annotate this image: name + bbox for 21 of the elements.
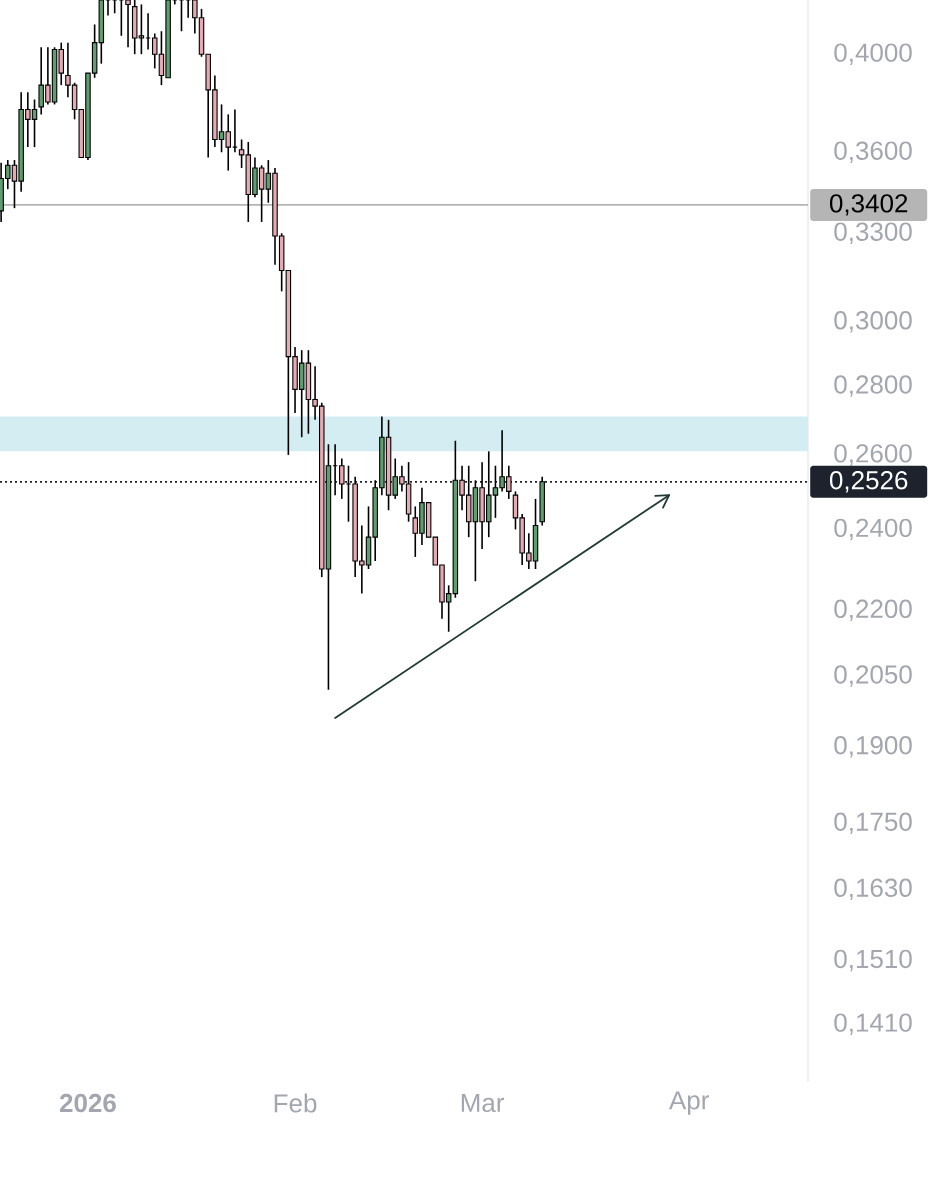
y-tick-label: 0,1630 bbox=[834, 878, 912, 901]
x-tick-label: 2026 bbox=[59, 1093, 116, 1113]
y-tick-label: 0,4000 bbox=[834, 43, 912, 65]
x-tick-label: Feb bbox=[274, 1093, 317, 1113]
candlestick bbox=[178, 0, 185, 33]
y-tick-label: 0,3000 bbox=[834, 311, 912, 333]
y-tick-label: 0,1410 bbox=[834, 1013, 912, 1035]
y-tick-label: 0,2050 bbox=[834, 665, 912, 687]
x-tick-label: Mar bbox=[461, 1093, 505, 1113]
y-tick-label: 0,3300 bbox=[834, 222, 912, 244]
y-tick-label: 0,1750 bbox=[834, 812, 912, 835]
x-tick-label: Apr bbox=[668, 1091, 709, 1115]
y-tick-label: 0,1900 bbox=[834, 736, 912, 758]
y-tick-label: 0,2800 bbox=[834, 375, 912, 397]
ref-line-label: 0,3402 bbox=[829, 194, 908, 216]
y-tick-label: 0,1510 bbox=[834, 949, 912, 972]
ref-line-label: 0,2526 bbox=[829, 471, 908, 493]
y-tick-label: 0,2200 bbox=[834, 599, 912, 622]
y-tick-label: 0,2400 bbox=[834, 518, 912, 541]
y-tick-label: 0,3600 bbox=[834, 141, 912, 163]
y-tick-label: 0,2600 bbox=[834, 444, 912, 466]
